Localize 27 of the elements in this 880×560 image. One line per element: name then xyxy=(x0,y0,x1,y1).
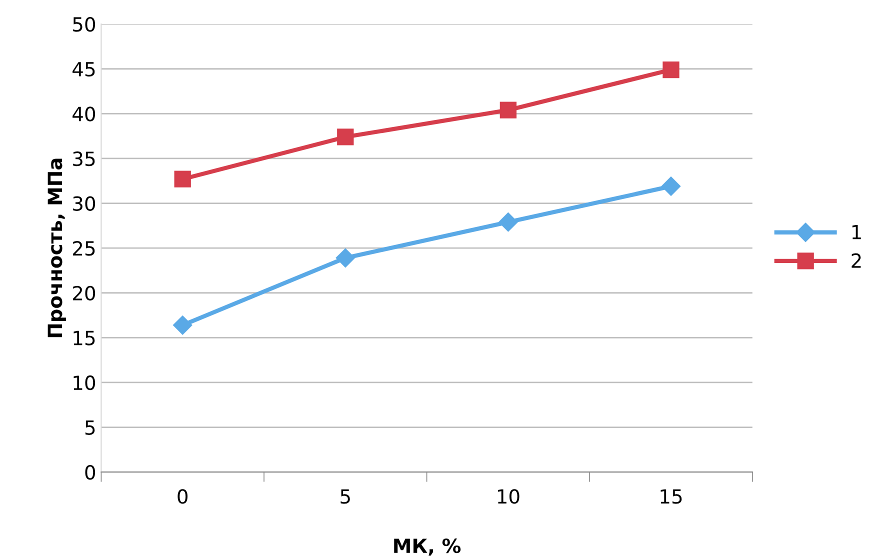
y-tick-label: 50 xyxy=(73,17,96,32)
point xyxy=(662,61,680,78)
y-tick-label: 0 xyxy=(85,465,96,480)
legend-label: 1 xyxy=(852,225,861,240)
point xyxy=(174,170,191,188)
y-tick-label: 45 xyxy=(72,62,95,77)
y-tick-label: 5 xyxy=(85,420,95,435)
y-tick-label: 15 xyxy=(74,330,95,346)
point xyxy=(337,128,354,146)
legend-label: 2 xyxy=(852,253,861,268)
x-tick-label: 5 xyxy=(340,489,350,504)
point xyxy=(336,248,355,268)
y-tick-label: 10 xyxy=(74,375,96,390)
x-axis-title: МК, % xyxy=(394,538,461,556)
x-tick-label: 10 xyxy=(498,489,520,504)
y-tick-label: 40 xyxy=(72,106,96,122)
y-tick-label: 35 xyxy=(73,151,95,166)
y-tick-label: 30 xyxy=(73,196,96,211)
point xyxy=(173,316,192,335)
y-axis-title: Прочность, МПа xyxy=(48,158,66,338)
point xyxy=(498,212,518,232)
y-tick-label: 20 xyxy=(73,286,96,301)
x-tick-label: 0 xyxy=(178,489,188,504)
y-tick-label: 25 xyxy=(73,241,95,256)
point xyxy=(500,102,517,118)
x-tick-label: 15 xyxy=(660,489,682,504)
point xyxy=(661,176,681,196)
